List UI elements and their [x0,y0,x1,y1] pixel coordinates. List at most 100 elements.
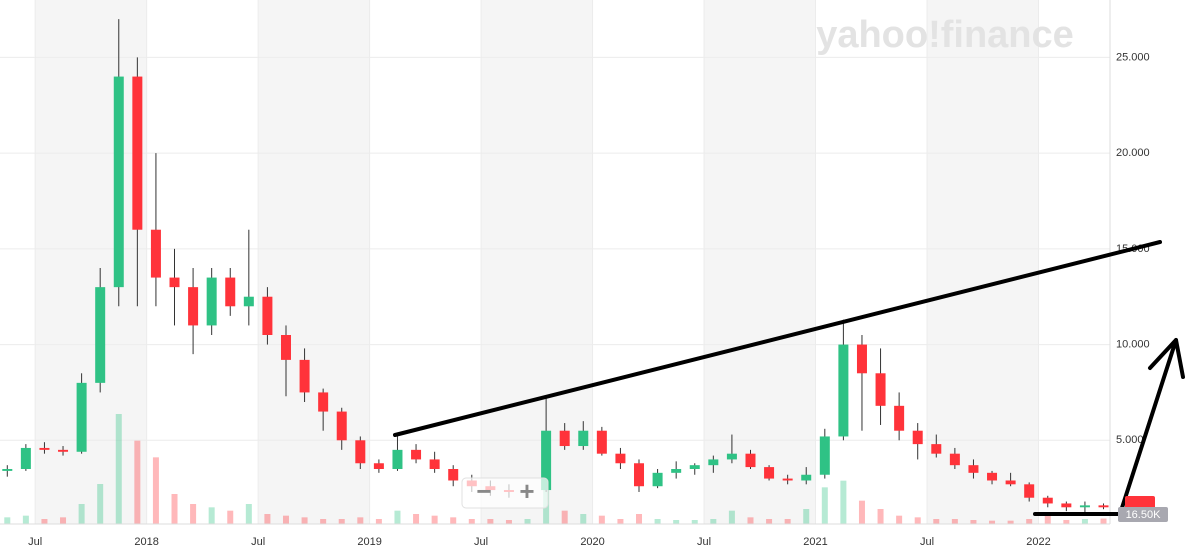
volume-bar [134,440,141,524]
candle-body [355,440,366,464]
volume-bar [60,517,67,524]
candle-body [373,463,384,469]
volume-bar [487,519,494,524]
candle-body [838,344,849,437]
arrow-head [1148,338,1185,379]
candle-body [262,296,273,335]
candle-body [615,453,626,464]
volume-bar [375,519,382,524]
volume-bar [728,510,735,524]
y-tick-label: 25.000 [1116,51,1150,63]
candle-body [95,287,106,383]
volume-bar [171,494,178,524]
volume-label: 16.50K [1126,509,1162,521]
arrow [1118,338,1178,516]
candle-body [1098,505,1109,508]
candle-body [856,344,867,374]
x-tick-label: 2022 [1026,536,1050,548]
candle-body [987,472,998,481]
candle-body [392,449,403,469]
candle-body [1061,503,1072,508]
x-tick-label: Jul [28,536,42,548]
zoom-out-button[interactable]: − [476,476,491,506]
volume-bar [766,519,773,524]
candle-body [132,76,143,230]
candle-body [559,430,570,447]
candle-body [541,430,552,491]
candle-body [652,472,663,487]
last-price-tag [1125,496,1155,510]
zoom-controls: − + [461,476,549,509]
candle-body [596,430,607,454]
trendline [393,240,1162,437]
volume-bar [654,519,661,524]
volume-bar [580,514,587,524]
period-band [704,0,816,524]
volume-bar [282,515,289,524]
plot: Jul 2018 Jul 2019 Jul 2020 Jul 2021 Jul 2022 5.000… [2,19,1150,548]
candle-body [875,373,886,406]
volume-bar [617,519,624,524]
volume-bar [821,487,828,524]
volume-bar [896,515,903,524]
candle-body [634,463,645,487]
candle-body [949,453,960,466]
x-tick-label: Jul [697,536,711,548]
volume-bar [208,507,215,524]
volume-bar [1026,519,1033,524]
candle-body [1042,497,1053,504]
volume-bar [115,414,122,524]
volume-bar [970,520,977,524]
volume-bar [338,519,345,524]
zoom-panel [461,477,549,509]
candle-body [708,459,719,466]
candle-body [113,76,124,288]
volume-bar [1081,519,1088,524]
trendline-annotations [393,240,1185,516]
volume-bar [673,520,680,524]
volume-tag [1118,507,1168,522]
volume-bar [227,510,234,524]
candle-body [578,430,589,447]
x-tick-label: 2021 [803,536,827,548]
volume-bar [858,500,865,524]
candle-body [1005,480,1016,485]
volume-bar [97,484,104,524]
candle-body [280,335,291,360]
x-tick-label: Jul [251,536,265,548]
volume-bar [301,517,308,524]
candle-body [188,287,199,326]
volume-bar [264,514,271,524]
candle-body [1024,484,1035,498]
candle-body [745,453,756,468]
volume-bar [951,519,958,524]
volume-bar [877,509,884,524]
x-tick-label: Jul [920,536,934,548]
candle-body [819,436,830,475]
candle-body [429,459,440,469]
volume-bar [840,480,847,524]
volume-bar [803,509,810,524]
candle-body [2,469,13,471]
candle-body [689,465,700,469]
x-tick-label: 2019 [357,536,381,548]
candle-body [726,453,737,460]
volume-bar [710,519,717,524]
volume-bar [505,520,512,524]
volume-bar [22,515,29,524]
zoom-in-button[interactable]: + [519,476,534,506]
volume-bar [1044,514,1051,524]
volume-bar [152,457,159,524]
volume-bar [914,517,921,524]
x-tick-label: 2020 [580,536,604,548]
candle-body [299,359,310,393]
period-band [927,0,1039,524]
volume-bar [413,514,420,524]
candle-body [764,467,775,479]
x-tick-label: 2018 [134,536,158,548]
candle-body [336,411,347,441]
volume-bar [561,510,568,524]
volume-bar [357,517,364,524]
candle-body [912,430,923,445]
